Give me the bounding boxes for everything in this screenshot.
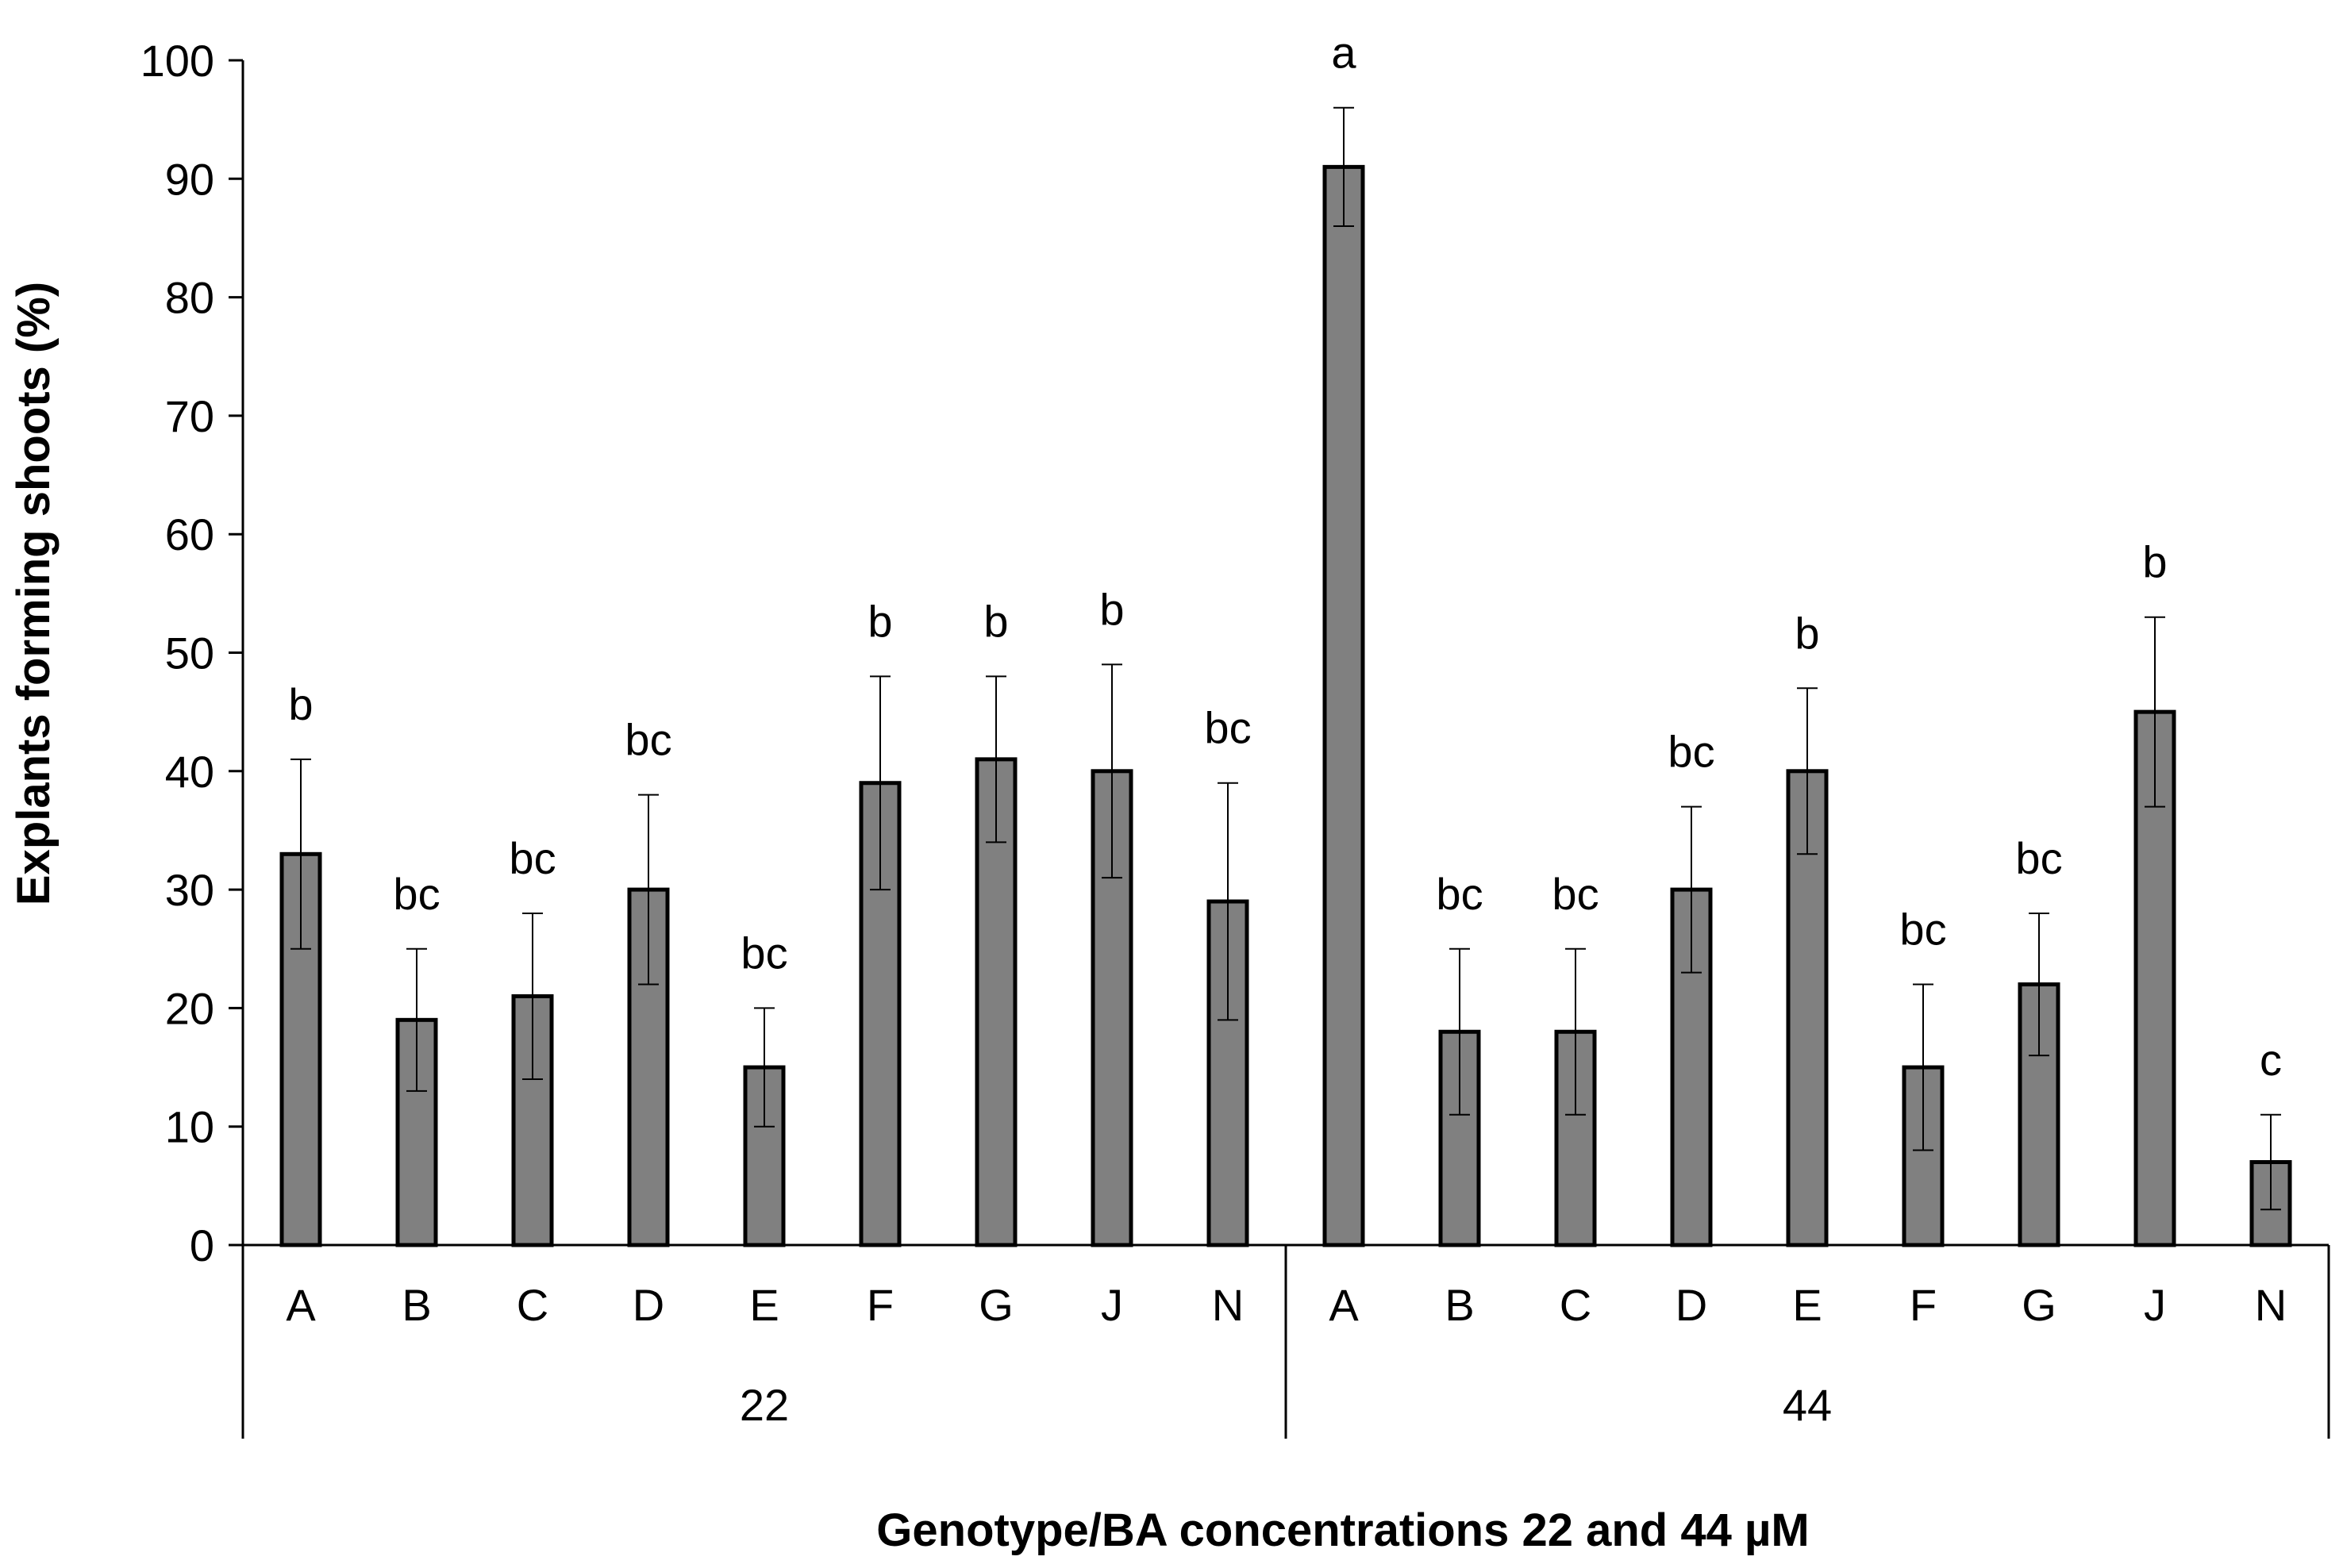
x-category-label: F [1910, 1280, 1937, 1330]
x-category-label: D [633, 1280, 664, 1330]
y-tick-label: 90 [165, 154, 214, 204]
significance-label: bc [1899, 905, 1946, 955]
significance-label: b [288, 679, 313, 729]
significance-label: bc [1552, 869, 1599, 919]
x-category-label: A [1329, 1280, 1359, 1330]
x-category-label: E [749, 1280, 779, 1330]
significance-label: bc [1668, 727, 1714, 777]
y-tick-label: 0 [190, 1220, 214, 1270]
error-bars [290, 106, 2281, 1211]
x-category-label: D [1675, 1280, 1707, 1330]
x-category-label: N [2255, 1280, 2287, 1330]
significance-label: c [2260, 1035, 2282, 1085]
significance-label: bc [509, 833, 556, 883]
significance-label: bc [393, 869, 440, 919]
x-category-label: N [1212, 1280, 1244, 1330]
x-group-label: 44 [1783, 1380, 1832, 1430]
x-category-label: J [1101, 1280, 1123, 1330]
x-category-label: E [1792, 1280, 1822, 1330]
x-group-label: 22 [740, 1380, 789, 1430]
significance-label: b [983, 596, 1008, 646]
x-category-label: F [867, 1280, 894, 1330]
significance-label: bc [741, 928, 787, 978]
y-tick-label: 20 [165, 983, 214, 1033]
x-category-label: B [402, 1280, 431, 1330]
x-category-label: G [2022, 1280, 2056, 1330]
bar [1322, 164, 1365, 1247]
y-tick-label: 80 [165, 273, 214, 323]
bar [279, 851, 322, 1247]
bars [279, 164, 2292, 1247]
x-category-label: G [979, 1280, 1014, 1330]
significance-label: b [1099, 584, 1124, 634]
bar [511, 993, 554, 1247]
significance-label: bc [2015, 833, 2062, 883]
y-axis: 0 10 20 30 40 50 60 70 80 90 100 [140, 36, 244, 1270]
y-axis-title: Explants forming shoots (%) [8, 282, 60, 905]
significance-label: bc [625, 715, 671, 765]
significance-label: b [1795, 608, 1819, 658]
x-axis-title: Genotype/BA concentrations 22 and 44 µM [876, 1505, 1809, 1556]
y-tick-label: 30 [165, 865, 214, 915]
significance-label: a [1331, 28, 1356, 78]
significance-label: b [2142, 537, 2167, 587]
significance-label: bc [1436, 869, 1483, 919]
y-tick-label: 50 [165, 628, 214, 678]
y-tick-label: 100 [140, 36, 214, 86]
x-category-label: C [1560, 1280, 1591, 1330]
x-axis: A B C D E F G J N 22 A B C D E F G J N 44 [241, 1243, 2330, 1439]
x-category-label: A [286, 1280, 316, 1330]
significance-label: bc [1204, 703, 1251, 753]
x-category-label: J [2144, 1280, 2166, 1330]
y-tick-label: 40 [165, 747, 214, 797]
y-tick-label: 70 [165, 391, 214, 441]
y-tick-label: 60 [165, 509, 214, 559]
y-tick-label: 10 [165, 1102, 214, 1152]
x-category-label: C [517, 1280, 548, 1330]
significance-label: b [868, 596, 892, 646]
x-category-label: B [1445, 1280, 1474, 1330]
